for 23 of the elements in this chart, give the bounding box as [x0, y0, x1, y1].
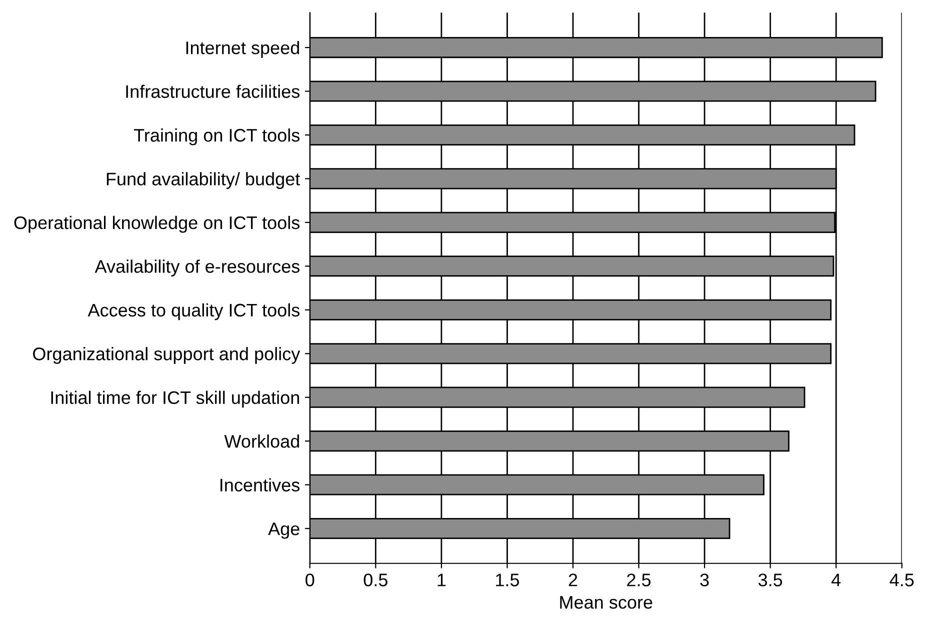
x-tick-label: 1.5 [496, 574, 519, 586]
y-tick-label: Workload [224, 434, 299, 448]
x-tick-label: 3 [700, 574, 709, 586]
y-tick-label: Training on ICT tools [134, 128, 300, 146]
x-tick-label: 4 [831, 574, 841, 586]
y-tick-label: Operational knowledge on ICT tools [14, 216, 300, 233]
y-tick-label: Internet speed [186, 40, 299, 58]
y-tick-label: Incentives [220, 478, 300, 492]
y-tick-label: Age [268, 522, 300, 539]
x-tick-label: 4.5 [890, 574, 914, 586]
x-axis-title: Mean score [560, 596, 652, 609]
y-tick-label: Availability of e-resources [94, 260, 300, 276]
y-tick-label: Initial time for ICT skill updation [51, 390, 299, 408]
x-tick-label: 3.5 [758, 574, 782, 586]
x-tick-label: 2.5 [627, 574, 651, 586]
y-tick-label: Organizational support and policy [33, 347, 300, 364]
x-tick-label: 1 [438, 574, 446, 586]
y-tick-label: Infrastructure facilities [126, 84, 300, 98]
y-tick-label: Access to quality ICT tools [88, 303, 300, 320]
x-tick-label: 2 [568, 574, 578, 586]
x-tick-label: 0.5 [364, 574, 388, 586]
x-tick-label: 0 [306, 574, 314, 586]
y-tick-label: Fund availability/ budget [106, 172, 300, 189]
